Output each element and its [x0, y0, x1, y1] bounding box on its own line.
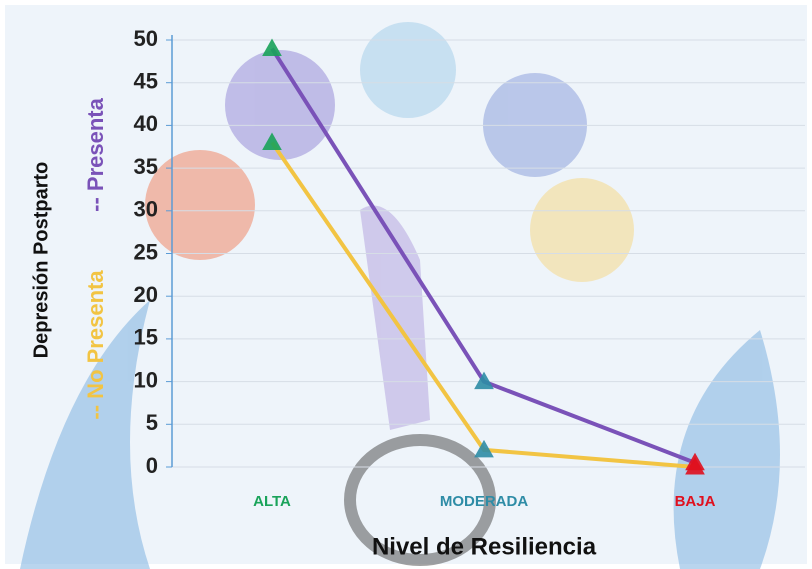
face: [225, 50, 335, 160]
y-tick-label: 30: [134, 197, 158, 222]
legend-label: -- No Presenta: [83, 270, 108, 420]
x-tick-label: ALTA: [253, 493, 291, 510]
x-axis-title: Nivel de Resiliencia: [372, 533, 597, 560]
marker: [474, 439, 494, 458]
y-tick-label: 50: [134, 26, 158, 51]
y-tick-label: 25: [134, 239, 158, 264]
leaf: [673, 330, 780, 569]
face: [145, 150, 255, 260]
y-axis-title: Depresión Postparto: [30, 162, 52, 359]
x-tick-label: MODERADA: [440, 493, 528, 510]
y-tick-label: 20: [134, 282, 158, 307]
face: [530, 178, 634, 282]
legend-label: -- Presenta: [83, 97, 108, 211]
leaf: [20, 300, 150, 569]
y-tick-label: 40: [134, 111, 158, 136]
face: [360, 22, 456, 118]
y-tick-label: 5: [146, 410, 158, 435]
wheel: [344, 434, 496, 566]
marker: [262, 132, 282, 150]
x-tick-label: BAJA: [675, 493, 716, 510]
y-tick-label: 45: [134, 69, 158, 94]
y-tick-label: 10: [134, 367, 158, 392]
y-tick-label: 0: [146, 453, 158, 478]
y-tick-label: 35: [134, 154, 158, 179]
y-tick-label: 15: [134, 325, 158, 350]
marker: [262, 38, 282, 57]
marker: [685, 452, 705, 471]
marker: [474, 371, 494, 390]
